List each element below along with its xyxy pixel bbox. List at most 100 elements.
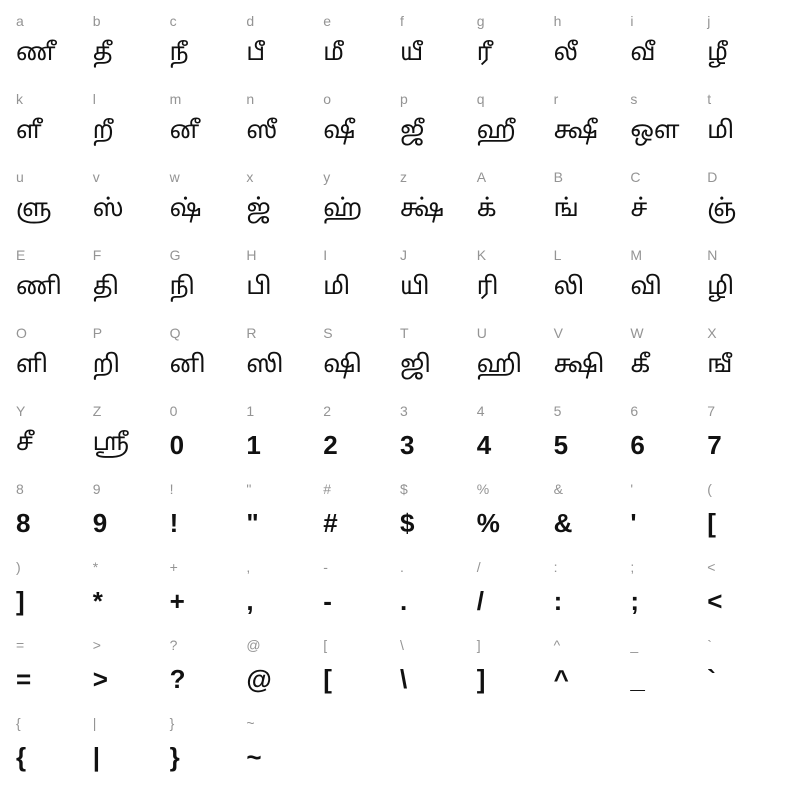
glyph-cell: fயீ [400, 10, 477, 88]
key-label: 1 [246, 404, 254, 418]
glyph-cell: xஜ் [246, 166, 323, 244]
glyph-char: ச் [630, 198, 647, 222]
glyph-cell: Eணி [16, 244, 93, 322]
key-label: 6 [630, 404, 638, 418]
glyph-char: னீ [170, 120, 201, 144]
glyph-cell: sஔ [630, 88, 707, 166]
glyph-cell [477, 712, 554, 790]
glyph-char: > [93, 666, 108, 692]
glyph-char: 0 [170, 432, 184, 458]
glyph-cell: Bங் [554, 166, 631, 244]
key-label: H [246, 248, 256, 262]
glyph-cell: .. [400, 556, 477, 634]
key-label: : [554, 560, 558, 574]
glyph-char: கீ [630, 354, 650, 378]
glyph-char: ஜ் [246, 198, 271, 222]
glyph-char: லி [554, 276, 585, 300]
glyph-char: மி [323, 276, 350, 300]
key-label: | [93, 716, 97, 730]
key-label: D [707, 170, 717, 184]
glyph-char: . [400, 588, 407, 614]
glyph-cell: || [93, 712, 170, 790]
glyph-cell: I மி [323, 244, 400, 322]
glyph-cell: ^^ [554, 634, 631, 712]
key-label: v [93, 170, 100, 184]
glyph-cell: 55 [554, 400, 631, 478]
glyph-cell: ;; [630, 556, 707, 634]
glyph-char: ஷி [323, 354, 362, 378]
key-label: U [477, 326, 487, 340]
key-label: I [323, 248, 327, 262]
glyph-char: றீ [93, 120, 114, 144]
glyph-cell: ** [93, 556, 170, 634]
glyph-cell: cநீ [170, 10, 247, 88]
glyph-char: 8 [16, 510, 30, 536]
glyph-cell: == [16, 634, 93, 712]
glyph-char: ணீ [16, 42, 57, 66]
glyph-cell: S ஷி [323, 322, 400, 400]
glyph-char: ஹீ [477, 120, 516, 144]
key-label: O [16, 326, 27, 340]
glyph-char: , [246, 588, 253, 614]
glyph-cell: 00 [170, 400, 247, 478]
glyph-cell: 77 [707, 400, 784, 478]
glyph-cell: Yசீ [16, 400, 93, 478]
key-label: V [554, 326, 564, 340]
glyph-cell: gரீ [477, 10, 554, 88]
glyph-cell: eமீ [323, 10, 400, 88]
glyph-cell: aணீ [16, 10, 93, 88]
glyph-cell [323, 712, 400, 790]
glyph-char: ] [16, 588, 25, 614]
glyph-cell: Xஙீ [707, 322, 784, 400]
key-label: m [170, 92, 182, 106]
key-label: k [16, 92, 23, 106]
glyph-char: ஙீ [707, 354, 732, 378]
glyph-char: } [170, 744, 180, 770]
glyph-cell: Cச் [630, 166, 707, 244]
glyph-cell: ## [323, 478, 400, 556]
key-label: @ [246, 638, 260, 652]
glyph-cell: d பீ [246, 10, 323, 88]
glyph-char: 2 [323, 432, 337, 458]
glyph-char: : [554, 588, 563, 614]
key-label: f [400, 14, 404, 28]
key-label: d [246, 14, 254, 28]
glyph-char: வி [630, 276, 661, 300]
glyph-cell: jழீ [707, 10, 784, 88]
key-label: h [554, 14, 562, 28]
key-label: B [554, 170, 564, 184]
key-label: g [477, 14, 485, 28]
glyph-cell: ]] [477, 634, 554, 712]
key-label: e [323, 14, 331, 28]
key-label: 4 [477, 404, 485, 418]
glyph-cell: Qனி [170, 322, 247, 400]
key-label: 8 [16, 482, 24, 496]
glyph-cell: Kரி [477, 244, 554, 322]
key-label: 0 [170, 404, 178, 418]
glyph-cell: }} [170, 712, 247, 790]
glyph-cell: Uஹி [477, 322, 554, 400]
glyph-cell: Zஸ்ரீ [93, 400, 170, 478]
key-label: P [93, 326, 103, 340]
glyph-char: " [246, 510, 258, 536]
glyph-char: < [707, 588, 722, 614]
glyph-cell: Gநி [170, 244, 247, 322]
key-label: R [246, 326, 256, 340]
glyph-cell: iவீ [630, 10, 707, 88]
key-label: [ [323, 638, 327, 652]
glyph-char: பீ [246, 42, 265, 66]
glyph-char: 3 [400, 432, 414, 458]
glyph-map-grid: aணீbதீcநீdபீeமீfயீgரீhலீiவீjழீkளீlறீmனீn… [0, 0, 800, 800]
glyph-char: ஜி [400, 354, 431, 378]
key-label: S [323, 326, 333, 340]
key-label: _ [630, 638, 638, 652]
key-label: b [93, 14, 101, 28]
glyph-char: நி [170, 276, 195, 300]
glyph-cell: Hபி [246, 244, 323, 322]
glyph-cell: )] [16, 556, 93, 634]
glyph-char: ழீ [707, 42, 728, 66]
key-label: ] [477, 638, 481, 652]
glyph-cell: :: [554, 556, 631, 634]
glyph-char: ஞ் [707, 198, 736, 222]
glyph-cell: kளீ [16, 88, 93, 166]
